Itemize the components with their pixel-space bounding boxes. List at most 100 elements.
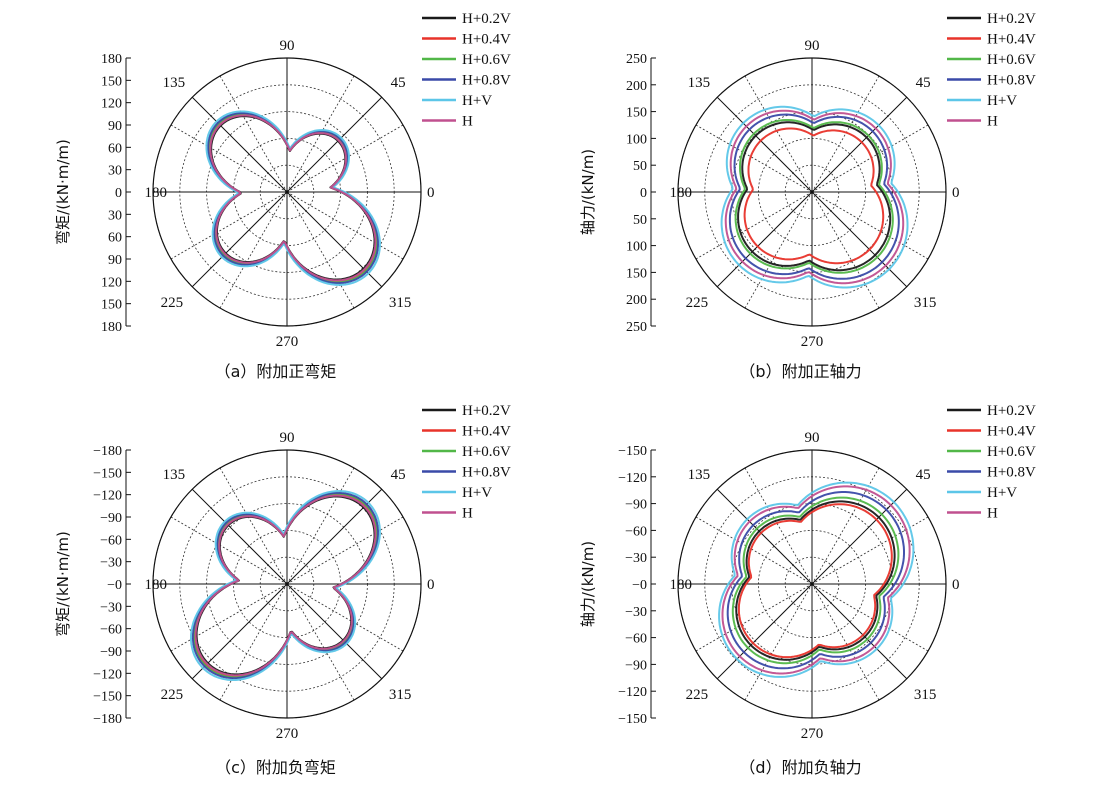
series-line-h (724, 109, 905, 285)
angle-label-90: 90 (805, 38, 820, 54)
radial-tick-label: 150 (626, 266, 647, 281)
outer-ring (152, 57, 422, 327)
series-line-h06v (731, 496, 900, 665)
chart-caption-d: （d）附加负轴力 (739, 758, 862, 777)
grid-spoke (170, 583, 288, 652)
angle-label-135: 135 (688, 467, 711, 483)
angle-label-315: 315 (914, 687, 937, 703)
polar-chart-c: 90 45 0 315 270 225 180 135 −180 −150 −120 −90 −60 −3… (54, 403, 511, 742)
chart-panel-b: 90 45 0 315 270 225 180 135 250 200 150 100 50 0 50 100… (525, 0, 1076, 392)
grid-spoke (219, 75, 288, 193)
legend-label: H+V (987, 485, 1017, 501)
legend-label: H+0.8V (987, 73, 1036, 89)
grid-spoke (695, 191, 813, 260)
legend-label: H+0.4V (987, 424, 1036, 440)
series-line-hv (205, 110, 381, 286)
y-axis-label: 弯矩/(kN·m/m) (54, 531, 72, 637)
angle-label-225: 225 (686, 687, 709, 703)
radial-tick-label: −120 (93, 667, 122, 682)
radial-tick-label: 60 (108, 231, 122, 246)
radial-tick-label: −120 (618, 471, 647, 486)
radial-tick-label: −60 (100, 533, 122, 548)
radial-tick-label: −30 (625, 551, 647, 566)
grid-spoke (219, 583, 288, 701)
radial-tick-label: 100 (626, 132, 647, 147)
radial-tick-label: −90 (100, 645, 122, 660)
angle-label-225: 225 (161, 295, 184, 311)
angle-label-270: 270 (801, 334, 824, 350)
radial-tick-label: 100 (626, 240, 647, 255)
legend-label: H+0.4V (462, 424, 511, 440)
grid-spoke (811, 124, 929, 193)
radial-tick-label: 250 (626, 52, 647, 67)
series-line-h02v (735, 500, 896, 661)
radial-tick-label: 200 (626, 79, 647, 94)
radial-tick-label: −60 (625, 524, 647, 539)
radial-tick-label: 0 (640, 186, 647, 201)
radial-tick-label: −150 (93, 690, 122, 705)
legend-label: H+0.4V (987, 32, 1036, 48)
series-line-hv (720, 105, 909, 289)
radial-tick-label: 50 (633, 213, 647, 228)
angle-label-0: 0 (427, 185, 435, 201)
angle-label-135: 135 (163, 75, 186, 91)
angle-label-45: 45 (916, 467, 931, 483)
legend-label: H+0.2V (987, 403, 1036, 419)
angle-label-225: 225 (161, 687, 184, 703)
angle-label-90: 90 (280, 38, 295, 54)
grid-spoke (170, 124, 288, 193)
radial-tick-label: 50 (633, 159, 647, 174)
chart-panel-a: 90 45 0 315 270 225 180 135 180 150 120 90 60 30 0 30 60… (0, 0, 551, 392)
radial-tick-label: 90 (108, 119, 122, 134)
grid-spoke (695, 516, 813, 585)
series-line-h06v (734, 119, 894, 274)
radial-tick-label: 120 (101, 275, 122, 290)
angle-label-180: 180 (670, 577, 693, 593)
radial-tick-label: −90 (625, 658, 647, 673)
angle-label-180: 180 (670, 185, 693, 201)
series-line-h (194, 494, 377, 677)
radial-tick-label: 200 (626, 293, 647, 308)
radial-tick-label: −0 (107, 578, 122, 593)
angle-label-45: 45 (916, 75, 931, 91)
grid-spoke (811, 583, 929, 652)
angle-label-315: 315 (914, 295, 937, 311)
angle-label-180: 180 (145, 577, 168, 593)
angle-label-315: 315 (389, 295, 412, 311)
grid-spoke (286, 191, 355, 309)
legend-label: H+0.6V (462, 444, 511, 460)
angle-label-0: 0 (952, 577, 960, 593)
angle-label-45: 45 (391, 467, 406, 483)
series-line-h04v (737, 503, 893, 659)
radial-tick-label: 120 (101, 97, 122, 112)
radial-tick-label: −120 (618, 685, 647, 700)
radial-tick-label: 0 (115, 186, 122, 201)
series-line-h08v (726, 491, 905, 670)
radial-tick-label: 30 (108, 208, 122, 223)
radial-tick-label: 90 (108, 253, 122, 268)
legend-label: H+V (462, 485, 492, 501)
legend-label: H+0.6V (462, 52, 511, 68)
legend-label: H (987, 506, 998, 522)
legend-label: H+0.8V (462, 465, 511, 481)
legend-label: H+0.4V (462, 32, 511, 48)
grid-spoke (744, 467, 813, 585)
radial-tick-label: 150 (626, 106, 647, 121)
radial-tick-label: 30 (108, 164, 122, 179)
y-axis-label: 弯矩/(kN·m/m) (54, 139, 72, 245)
legend-label: H+0.8V (987, 465, 1036, 481)
radial-tick-label: −90 (100, 511, 122, 526)
radial-tick-label: −30 (100, 600, 122, 615)
angle-label-135: 135 (163, 467, 186, 483)
polar-chart-d: 90 45 0 315 270 225 180 135 −150 −120 −90 −60 −30 −0 −… (579, 403, 1036, 742)
chart-caption-a: （a）附加正弯矩 (214, 362, 337, 381)
radial-tick-label: −150 (618, 444, 647, 459)
legend-label: H (462, 506, 473, 522)
radial-tick-label: 250 (626, 320, 647, 335)
outer-ring (677, 449, 947, 719)
legend-label: H+0.6V (987, 52, 1036, 68)
grid-spoke (811, 75, 880, 193)
angle-label-135: 135 (688, 75, 711, 91)
legend-label: H (987, 114, 998, 130)
chart-panel-c: 90 45 0 315 270 225 180 135 −180 −150 −120 −90 −60 −3… (0, 392, 551, 784)
